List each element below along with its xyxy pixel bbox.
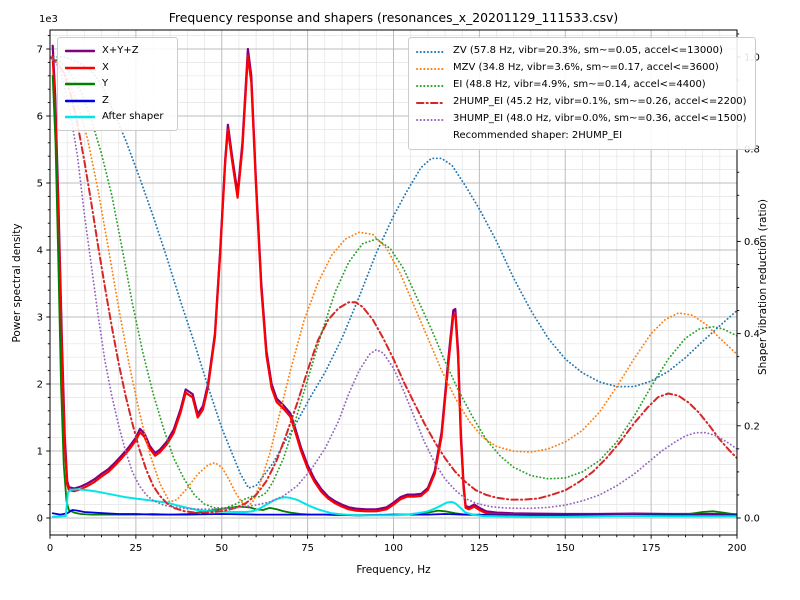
legend-item-ei: EI (48.8 Hz, vibr=4.9%, sm~=0.14, accel<…	[416, 77, 747, 94]
x-tick-label: 100	[384, 543, 403, 554]
y-left-tick-label: 7	[37, 45, 43, 56]
y-left-tick-label: 4	[37, 246, 43, 257]
legend-item-label: After shaper	[102, 111, 164, 122]
x-tick-label: 125	[470, 543, 489, 554]
legend-item-xyz: X+Y+Z	[65, 43, 169, 60]
legend-item-label: EI (48.8 Hz, vibr=4.9%, sm~=0.14, accel<…	[453, 79, 706, 91]
y-left-tick-label: 5	[37, 179, 43, 190]
legend-item-label: 3HUMP_EI (48.0 Hz, vibr=0.0%, sm~=0.36, …	[453, 113, 747, 125]
legend-item-x: X	[65, 60, 169, 77]
series-ei	[50, 56, 737, 509]
chart-title: Frequency response and shapers (resonanc…	[168, 10, 619, 25]
legend-shapers: ZV (57.8 Hz, vibr=20.3%, sm~=0.05, accel…	[408, 37, 756, 150]
x-tick-label: 200	[727, 543, 746, 554]
legend-item-label: X+Y+Z	[102, 45, 139, 56]
y-right-tick-label: 0.6	[744, 237, 760, 248]
y-axis-label-right: Shaper vibration reduction (ratio)	[757, 198, 769, 376]
legend-item-label: MZV (34.8 Hz, vibr=3.6%, sm~=0.17, accel…	[453, 62, 719, 74]
mzv-line-sample	[416, 65, 446, 73]
series-lines	[50, 44, 737, 518]
xyz-line-sample	[65, 47, 95, 55]
y-left-tick-label: 0	[37, 514, 43, 525]
series-mzv	[50, 56, 737, 508]
legend-item-y: Y	[65, 76, 169, 93]
x-tick-label: 25	[130, 543, 143, 554]
y-axis-label-left: Power spectral density	[11, 223, 23, 343]
legend-item-2hump-ei: 2HUMP_EI (45.2 Hz, vibr=0.1%, sm~=0.26, …	[416, 94, 747, 111]
ei-line-sample	[416, 82, 446, 90]
y-line-sample	[65, 80, 95, 88]
x-line-sample	[65, 64, 95, 72]
series-z	[51, 509, 737, 517]
x-tick-label: 150	[556, 543, 575, 554]
x-tick-label: 75	[301, 543, 314, 554]
x-tick-label: 50	[215, 543, 228, 554]
legend-signals: X+Y+Z X Y Z After shaper	[57, 37, 178, 131]
legend-item-label: X	[102, 61, 109, 73]
legend-item-zv: ZV (57.8 Hz, vibr=20.3%, sm~=0.05, accel…	[416, 43, 747, 60]
3hump-ei-line-sample	[416, 116, 446, 124]
y-right-tick-label: 0.8	[744, 145, 760, 156]
legend-item-label: ZV (57.8 Hz, vibr=20.3%, sm~=0.05, accel…	[453, 45, 723, 57]
y-left-tick-label: 6	[37, 112, 43, 123]
series-zv	[50, 56, 737, 489]
legend-item-label: Z	[102, 94, 109, 106]
x-tick-label: 0	[47, 543, 53, 554]
z-line-sample	[65, 97, 95, 105]
series-after-shaper	[51, 488, 737, 518]
legend-item-z: Z	[65, 93, 169, 110]
recommended-shaper-text: Recommended shaper: 2HUMP_EI	[453, 130, 623, 142]
y-left-tick-label: 2	[37, 380, 43, 391]
2hump-ei-line-sample	[416, 99, 446, 107]
legend-item-label: Y	[102, 78, 109, 89]
zv-line-sample	[416, 48, 446, 56]
y-left-tick-label: 1	[37, 447, 43, 458]
y-left-tick-label: 3	[37, 313, 43, 324]
y-right-tick-label: 0.2	[744, 421, 760, 432]
legend-item-3hump-ei: 3HUMP_EI (48.0 Hz, vibr=0.0%, sm~=0.36, …	[416, 111, 747, 128]
y-axis-offset-label: 1e3	[39, 14, 58, 25]
series-3hump-ei	[50, 56, 737, 511]
after-shaper-line-sample	[65, 113, 95, 121]
legend-item-mzv: MZV (34.8 Hz, vibr=3.6%, sm~=0.17, accel…	[416, 60, 747, 77]
x-tick-label: 175	[642, 543, 661, 554]
legend-item-after-shaper: After shaper	[65, 109, 169, 126]
series-x	[51, 54, 737, 517]
plot-spines	[49, 29, 738, 536]
legend-item-label: 2HUMP_EI (45.2 Hz, vibr=0.1%, sm~=0.26, …	[453, 96, 747, 108]
y-right-tick-label: 0.4	[744, 329, 760, 340]
y-right-tick-label: 0.0	[744, 514, 760, 525]
series-2hump-ei	[50, 56, 737, 514]
x-axis-label: Frequency, Hz	[356, 564, 431, 576]
